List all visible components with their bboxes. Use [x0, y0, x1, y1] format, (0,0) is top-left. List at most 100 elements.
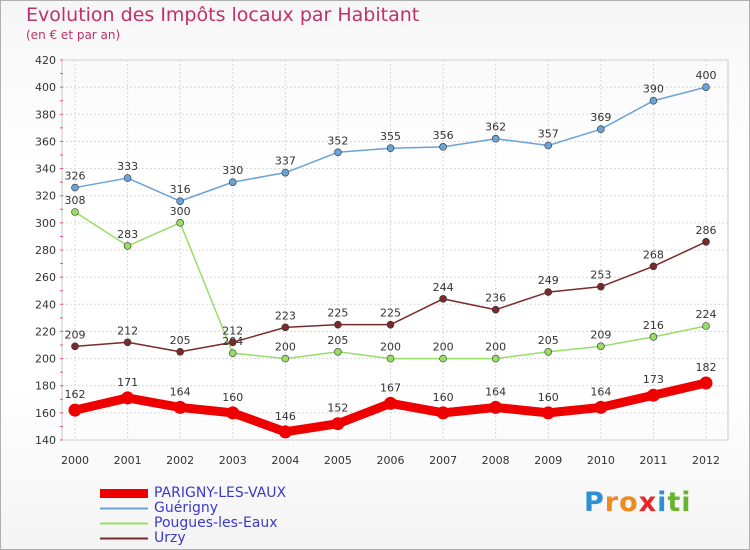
data-point: [228, 349, 237, 357]
x-tick-label: 2002: [166, 454, 194, 467]
data-label: 249: [538, 274, 559, 287]
data-point: [121, 391, 135, 405]
data-point: [594, 400, 608, 414]
legend-swatch: [100, 522, 148, 525]
y-tick-label: 140: [35, 434, 56, 447]
data-label: 160: [222, 391, 243, 404]
logo-letter: r: [604, 487, 620, 518]
data-label: 205: [327, 334, 348, 347]
data-label: 205: [538, 334, 559, 347]
legend-label: PARIGNY-LES-VAUX: [154, 485, 287, 501]
data-point: [489, 400, 503, 414]
y-tick-label: 280: [35, 244, 56, 257]
x-tick-label: 2010: [587, 454, 615, 467]
data-label: 357: [538, 128, 559, 141]
data-point: [649, 262, 658, 271]
data-point: [71, 342, 79, 351]
x-tick-label: 2005: [324, 454, 352, 467]
y-tick-label: 420: [35, 54, 56, 67]
data-label: 286: [696, 224, 717, 237]
data-label: 362: [485, 121, 506, 134]
x-tick-label: 2000: [61, 454, 89, 467]
data-point: [278, 425, 292, 439]
y-tick-label: 320: [35, 190, 56, 203]
data-label: 225: [380, 307, 401, 320]
y-tick-label: 160: [35, 407, 56, 420]
data-point: [597, 282, 605, 291]
data-label: 200: [380, 341, 401, 354]
x-tick-label: 2011: [639, 454, 667, 467]
data-label: 182: [696, 361, 717, 374]
data-point: [71, 183, 79, 192]
y-tick-label: 300: [35, 217, 56, 230]
data-point: [123, 338, 132, 347]
data-point: [334, 148, 342, 157]
data-point: [226, 406, 240, 420]
x-tick-label: 2009: [534, 454, 562, 467]
data-point: [384, 396, 397, 410]
data-label: 164: [485, 385, 506, 398]
legend-item: Urzy: [100, 531, 286, 546]
data-point: [386, 320, 395, 329]
data-point: [491, 134, 500, 143]
data-label: 162: [65, 388, 86, 401]
x-tick-label: 2003: [219, 454, 247, 467]
data-point: [228, 178, 237, 186]
data-label: 216: [643, 319, 664, 332]
data-point: [386, 354, 395, 363]
data-point: [544, 288, 553, 296]
y-tick-label: 240: [35, 298, 56, 311]
y-tick-label: 180: [35, 380, 56, 393]
data-label: 200: [433, 341, 454, 354]
data-point: [334, 320, 342, 329]
data-point: [439, 143, 447, 151]
data-point: [702, 83, 710, 91]
y-tick-label: 340: [35, 163, 56, 176]
legend-swatch: [100, 489, 148, 498]
chart-subtitle: (en € et par an): [26, 28, 121, 42]
data-label: 369: [590, 111, 611, 124]
data-label: 316: [170, 183, 191, 196]
data-label: 200: [275, 341, 296, 354]
data-point: [331, 417, 345, 431]
logo-letter: i: [657, 487, 668, 518]
data-point: [176, 219, 184, 227]
data-point: [491, 354, 500, 363]
y-tick-label: 400: [35, 81, 56, 94]
x-tick-label: 2004: [271, 454, 299, 467]
data-point: [281, 323, 290, 332]
data-point: [491, 305, 500, 314]
data-label: 236: [485, 292, 506, 305]
data-label: 212: [117, 324, 138, 337]
x-tick-label: 2001: [114, 454, 142, 467]
x-tick-label: 2007: [429, 454, 457, 467]
data-label: 173: [643, 373, 664, 386]
data-label: 283: [117, 228, 138, 241]
legend-item: PARIGNY-LES-VAUX: [100, 486, 286, 501]
data-label: 167: [380, 381, 401, 394]
legend-label: Urzy: [154, 530, 186, 546]
data-point: [702, 238, 710, 246]
data-point: [436, 406, 450, 420]
data-label: 152: [327, 402, 348, 415]
chart-title: Evolution des Impôts locaux par Habitant: [26, 4, 420, 26]
legend-swatch: [100, 507, 148, 510]
data-point: [334, 347, 342, 356]
data-point: [544, 347, 553, 356]
data-point: [699, 376, 713, 390]
data-label: 160: [538, 391, 559, 404]
y-tick-label: 380: [35, 108, 56, 121]
legend: PARIGNY-LES-VAUX Guérigny Pougues-les-Ea…: [100, 486, 286, 546]
logo-letter: P: [584, 487, 605, 518]
data-label: 268: [643, 248, 664, 261]
data-point: [176, 197, 184, 205]
data-point: [544, 141, 553, 150]
legend-item: Guérigny: [100, 501, 286, 516]
data-label: 212: [222, 324, 243, 337]
x-tick-label: 2008: [482, 454, 510, 467]
y-tick-label: 260: [35, 271, 56, 284]
data-label: 300: [170, 205, 191, 218]
data-label: 390: [643, 83, 664, 96]
y-tick-label: 220: [35, 325, 56, 338]
data-label: 337: [275, 155, 296, 168]
